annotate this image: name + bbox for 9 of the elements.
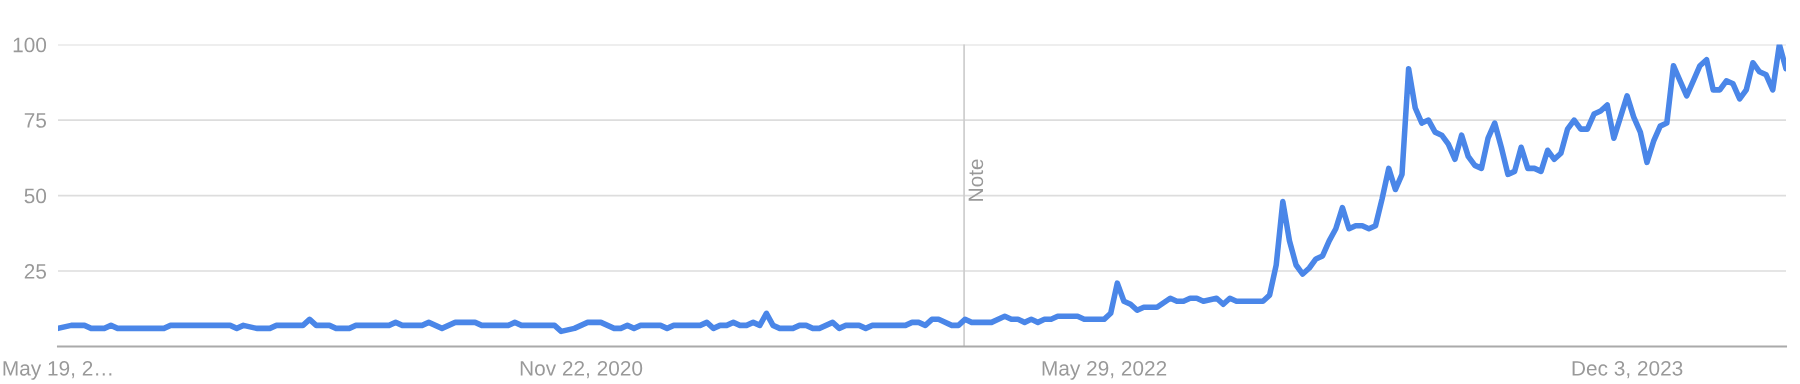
- x-tick-label: May 29, 2022: [1042, 360, 1167, 380]
- x-tick-label: Dec 3, 2023: [1572, 360, 1683, 379]
- y-tick-label: 25: [24, 264, 47, 279]
- y-tick-label: 100: [13, 37, 47, 53]
- y-tick-label: 50: [24, 188, 47, 204]
- ref-line-label: Note: [968, 159, 984, 201]
- y-tick-label: 75: [24, 113, 47, 128]
- x-tick-label: Nov 22, 2020: [520, 360, 643, 379]
- x-tick-label: May 19, 2…: [3, 360, 112, 380]
